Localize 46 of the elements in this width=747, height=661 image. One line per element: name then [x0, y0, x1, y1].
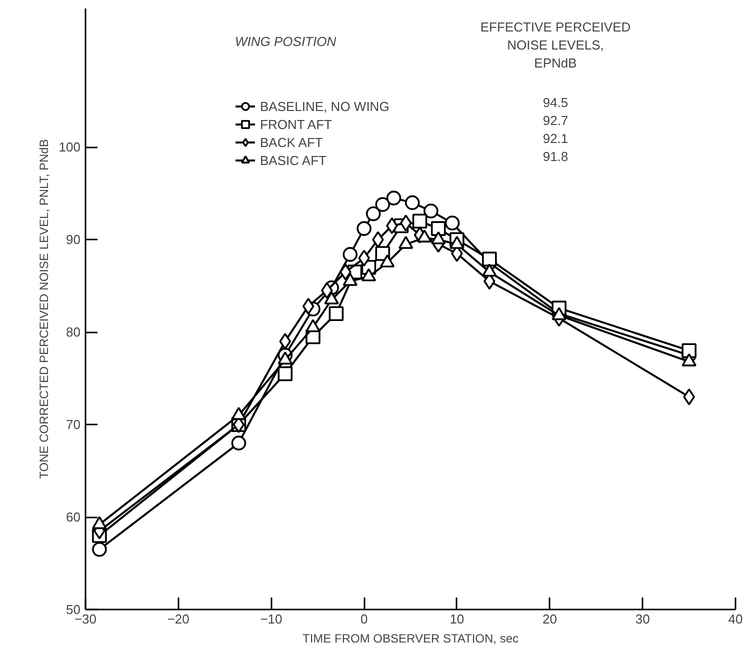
legend-label: BACK AFT [260, 134, 323, 151]
point [278, 366, 293, 382]
point [356, 221, 372, 236]
point [92, 542, 107, 557]
y-tick-label: 50 [66, 602, 81, 617]
point [321, 282, 333, 299]
x-tick-label: 0 [360, 612, 368, 626]
y-tick-label: 60 [66, 510, 81, 525]
point [400, 214, 412, 232]
point [424, 204, 438, 218]
legend-title: WING POSITION [235, 34, 338, 49]
y-tick-label: 90 [66, 232, 81, 248]
point [404, 195, 420, 210]
point [386, 190, 402, 206]
x-tick-label: 40 [728, 612, 743, 626]
point [482, 252, 497, 266]
point [340, 264, 352, 280]
y-tick-label: 80 [66, 324, 81, 340]
annotation: 92.1 [542, 131, 568, 146]
point [366, 206, 381, 222]
x-tick-label: −20 [167, 612, 190, 626]
x-axis-title: TIME FROM OBSERVER STATION, sec [302, 632, 519, 646]
annotation: 94.5 [542, 95, 568, 110]
point [302, 298, 314, 315]
x-tick-label: 10 [450, 612, 464, 626]
point [682, 343, 696, 358]
legend-label: BASIC AFT [260, 152, 326, 169]
annotation: 91.8 [542, 149, 568, 164]
y-axis-title: TONE CORRECTED PERCEIVED NOISE LEVEL, PNLT, PNdB [36, 139, 51, 479]
point [279, 332, 292, 350]
legend-label: FRONT AFT [260, 116, 332, 133]
legend-label: BASELINE, NO WING [260, 98, 390, 115]
y-tick-label: 100 [58, 140, 81, 155]
annotation: EFFECTIVE PERCEIVED NOISE LEVELS, EPNdB [480, 20, 631, 70]
point [231, 436, 246, 450]
point [412, 214, 428, 229]
x-tick-label: 20 [542, 612, 558, 626]
point [375, 197, 390, 212]
point [342, 247, 358, 262]
point [430, 221, 446, 236]
point [444, 216, 460, 230]
x-tick-label: 30 [635, 612, 650, 626]
x-tick-label: −10 [260, 612, 282, 626]
y-tick-label: 70 [66, 417, 81, 432]
point [328, 306, 344, 322]
annotation: 92.7 [542, 113, 568, 128]
